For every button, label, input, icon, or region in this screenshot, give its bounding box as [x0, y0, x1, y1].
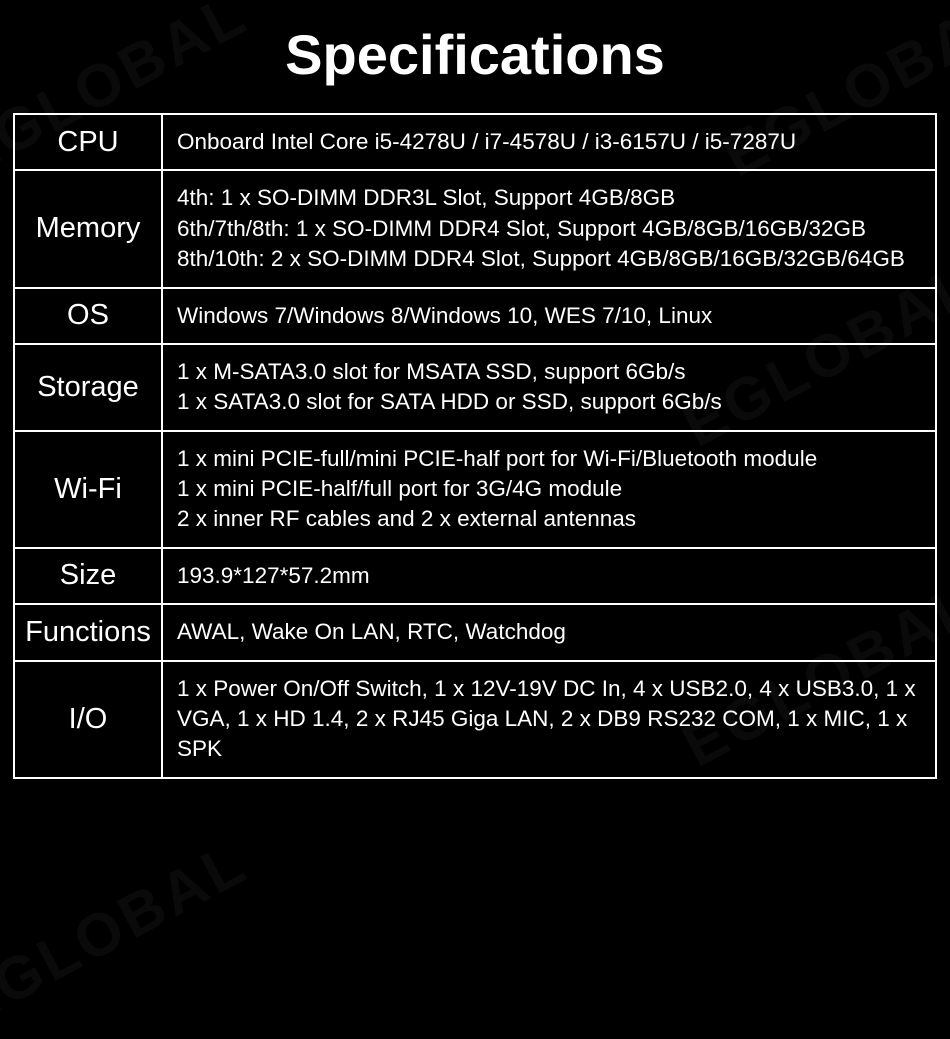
table-row: Memory 4th: 1 x SO-DIMM DDR3L Slot, Supp… — [14, 170, 936, 287]
table-row: Functions AWAL, Wake On LAN, RTC, Watchd… — [14, 604, 936, 660]
spec-label-memory: Memory — [14, 170, 162, 287]
table-row: OS Windows 7/Windows 8/Windows 10, WES 7… — [14, 288, 936, 344]
spec-value-os: Windows 7/Windows 8/Windows 10, WES 7/10… — [162, 288, 936, 344]
table-row: CPU Onboard Intel Core i5-4278U / i7-457… — [14, 114, 936, 170]
spec-value-storage: 1 x M-SATA3.0 slot for MSATA SSD, suppor… — [162, 344, 936, 431]
spec-table: CPU Onboard Intel Core i5-4278U / i7-457… — [13, 113, 937, 779]
spec-value-cpu: Onboard Intel Core i5-4278U / i7-4578U /… — [162, 114, 936, 170]
spec-value-size: 193.9*127*57.2mm — [162, 548, 936, 604]
table-row: Storage 1 x M-SATA3.0 slot for MSATA SSD… — [14, 344, 936, 431]
spec-label-os: OS — [14, 288, 162, 344]
spec-label-io: I/O — [14, 661, 162, 778]
table-row: I/O 1 x Power On/Off Switch, 1 x 12V-19V… — [14, 661, 936, 778]
spec-label-cpu: CPU — [14, 114, 162, 170]
spec-label-wifi: Wi-Fi — [14, 431, 162, 548]
table-row: Size 193.9*127*57.2mm — [14, 548, 936, 604]
spec-label-storage: Storage — [14, 344, 162, 431]
page-title: Specifications — [0, 0, 950, 113]
spec-value-wifi: 1 x mini PCIE-full/mini PCIE-half port f… — [162, 431, 936, 548]
spec-value-memory: 4th: 1 x SO-DIMM DDR3L Slot, Support 4GB… — [162, 170, 936, 287]
spec-value-functions: AWAL, Wake On LAN, RTC, Watchdog — [162, 604, 936, 660]
spec-value-io: 1 x Power On/Off Switch, 1 x 12V-19V DC … — [162, 661, 936, 778]
table-row: Wi-Fi 1 x mini PCIE-full/mini PCIE-half … — [14, 431, 936, 548]
spec-label-size: Size — [14, 548, 162, 604]
spec-label-functions: Functions — [14, 604, 162, 660]
